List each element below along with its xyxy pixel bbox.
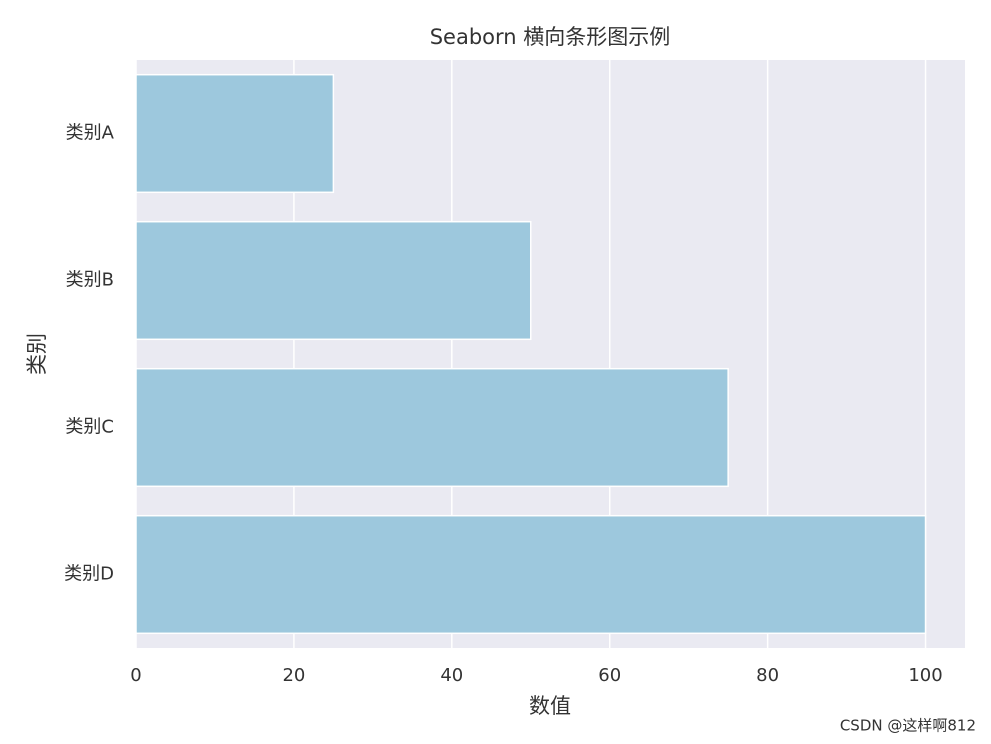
x-tick-label: 0 xyxy=(130,665,141,686)
bar xyxy=(135,220,532,341)
watermark: CSDN @这样啊812 xyxy=(840,717,976,735)
y-axis-label: 类别 xyxy=(25,333,49,375)
x-tick-label: 40 xyxy=(440,665,463,686)
bar xyxy=(135,367,729,488)
x-axis-label: 数值 xyxy=(529,694,571,718)
y-tick-label: 类别C xyxy=(65,417,114,438)
bar xyxy=(135,514,927,635)
x-tick-label: 20 xyxy=(282,665,305,686)
x-tick-label: 80 xyxy=(756,665,779,686)
y-tick-label: 类别B xyxy=(66,270,114,291)
x-tick-label: 100 xyxy=(908,665,942,686)
chart-title: Seaborn 横向条形图示例 xyxy=(430,25,671,49)
bars xyxy=(135,73,927,635)
y-tick-label: 类别A xyxy=(66,123,115,144)
bar xyxy=(135,73,335,194)
y-tick-label: 类别D xyxy=(64,564,114,585)
x-tick-label: 60 xyxy=(598,665,621,686)
